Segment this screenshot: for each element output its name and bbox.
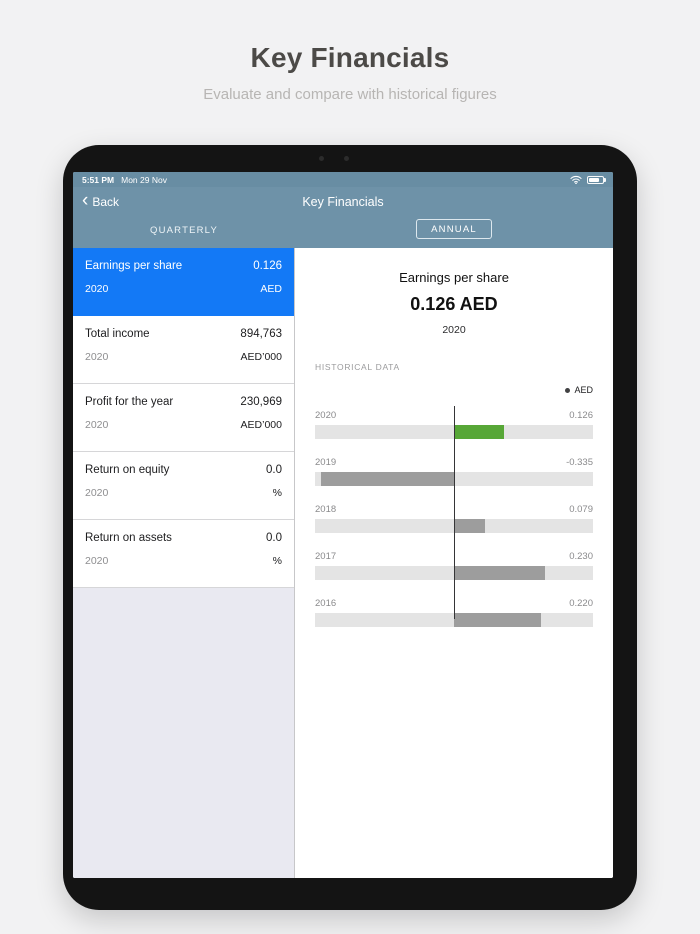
status-time: 5:51 PM [82,174,115,185]
metric-unit: % [272,555,282,567]
tab-annual[interactable]: ANNUAL [416,219,492,240]
metric-title: Earnings per share [85,260,183,272]
chart-year-label: 2020 [315,410,337,421]
nav-bar: ‹ Back Key Financials [73,187,613,216]
chart-value-label: 0.230 [569,551,593,562]
metric-value: 0.0 [266,464,282,476]
battery-icon [587,175,606,184]
status-bar: 5:51 PM Mon 29 Nov [73,172,613,187]
page-header: Key Financials Evaluate and compare with… [0,0,700,103]
chart-track [315,613,593,627]
chart-zero-line [454,406,455,619]
historical-data-label: HISTORICAL DATA [315,362,400,372]
detail-value: 0.126 AED [410,294,498,314]
page-subtitle: Evaluate and compare with historical fig… [203,86,497,103]
chart-row-2016: 2016 0.220 [315,598,593,627]
detail-title: Earnings per share [399,270,509,285]
chart-value-label: 0.079 [569,504,593,515]
battery-fill [589,177,600,182]
tab-quarterly[interactable]: QUARTERLY [150,225,218,236]
chart-area: 2020 0.126 2019 -0.335 2018 0.079 2017 0.230 201… [315,406,593,627]
metric-year: 2020 [85,419,109,431]
segment-left: QUARTERLY [73,220,295,238]
chart-year-label: 2016 [315,598,337,609]
status-left: 5:51 PM Mon 29 Nov [82,175,174,185]
segment-right: ANNUAL [295,219,613,240]
battery-tip [604,178,606,182]
metric-value: 894,763 [240,328,282,340]
wifi-icon [570,176,582,184]
metric-unit: % [272,487,282,499]
metric-unit: AED’000 [240,351,282,363]
page-title: Key Financials [250,42,450,73]
status-date: Mon 29 Nov [121,174,167,185]
camera-dot [344,156,349,161]
metric-row-return-on-equity[interactable]: Return on equity 0.0 2020% [73,452,294,520]
chevron-left-icon: ‹ [82,190,89,211]
metrics-panel: Earnings per share 0.126 2020 AED Total inco… [73,248,295,878]
tablet-device-frame: 5:51 PM Mon 29 Nov [63,145,637,910]
chart-bar [454,519,486,533]
metric-year: 2020 [85,555,109,567]
chart-bar [454,425,505,439]
metrics-panel-filler [73,588,294,878]
tablet-screen: 5:51 PM Mon 29 Nov [73,172,613,878]
metric-list: Earnings per share 0.126 2020 AED Total inco… [73,248,294,588]
metric-year: 2020 [85,351,109,363]
metric-year: 2020 [85,283,109,295]
metric-value: 0.126 [253,260,282,272]
metric-row-return-on-assets[interactable]: Return on assets 0.0 2020% [73,520,294,588]
chart-year-label: 2018 [315,504,337,515]
metric-unit: AED’000 [240,419,282,431]
legend-dot-icon [565,388,571,394]
camera-dot [319,156,324,161]
chart-value-label: -0.335 [566,457,593,468]
metric-title: Profit for the year [85,396,174,408]
chart-year-label: 2019 [315,457,337,468]
chart-value-label: 0.220 [569,598,593,609]
metric-row-total-income[interactable]: Total income 894,763 2020 AED’000 [73,316,294,384]
detail-year: 2020 [442,324,466,336]
metric-row-profit-for-the-year[interactable]: Profit for the year 230,969 2020 AED’000 [73,384,294,452]
metric-value: 0.0 [266,532,282,544]
content: Earnings per share 0.126 2020 AED Total inco… [73,248,613,878]
legend-label: AED [574,385,593,395]
back-label: Back [92,194,120,209]
metric-title: Total income [85,328,150,340]
chart-legend: AED [315,385,593,395]
metric-value: 230,969 [240,396,282,408]
metric-year: 2020 [85,487,109,499]
detail-panel: Earnings per share 0.126 AED 2020 HISTOR… [295,248,613,878]
metric-unit: AED [260,283,282,295]
chart-value-label: 0.126 [569,410,593,421]
chart-bar [454,613,542,627]
nav-title: Key Financials [302,194,384,209]
back-button[interactable]: ‹ Back [82,190,120,211]
metric-title: Return on assets [85,532,172,544]
metric-row-earnings-per-share[interactable]: Earnings per share 0.126 2020 AED [73,248,294,316]
chart-bar [320,472,454,486]
app-header: 5:51 PM Mon 29 Nov [73,172,613,248]
metric-title: Return on equity [85,464,170,476]
chart-bar [454,566,546,580]
status-right [570,175,606,184]
segment-bar: QUARTERLY ANNUAL [73,216,613,248]
chart-year-label: 2017 [315,551,337,562]
